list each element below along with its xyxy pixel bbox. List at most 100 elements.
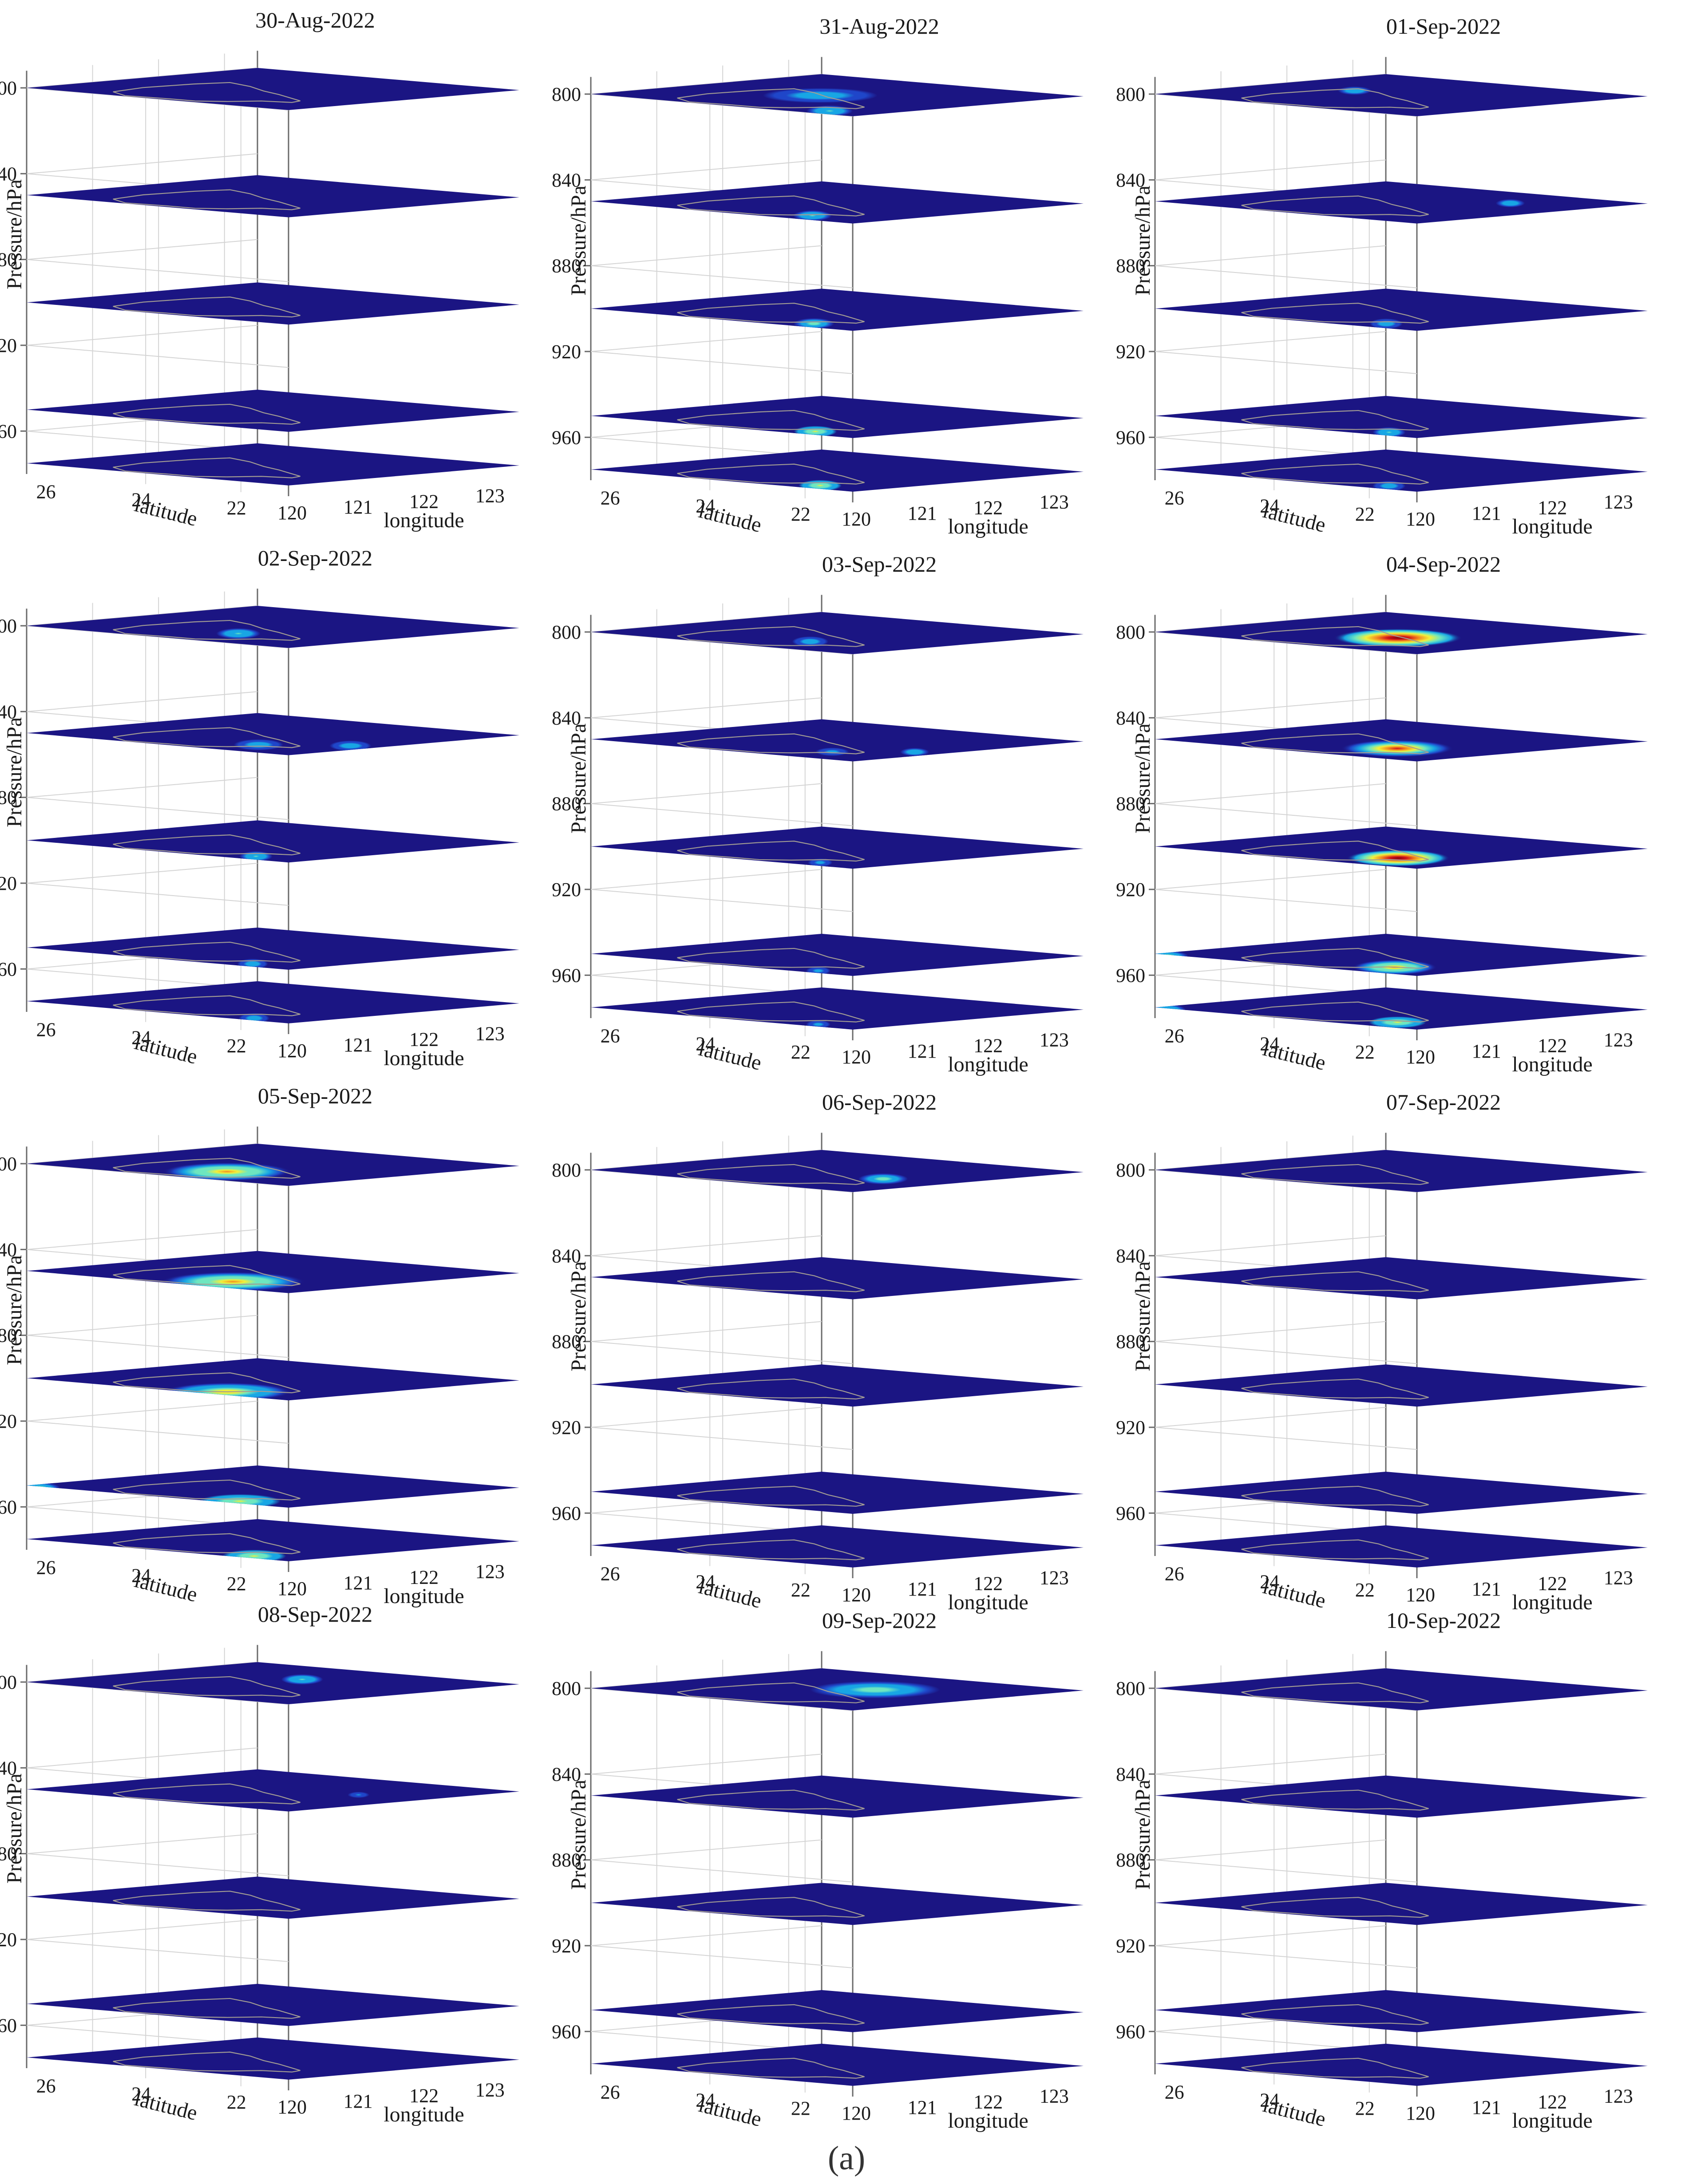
latitude-tick-label: 24 [1260, 2089, 1279, 2111]
hotspot-mark [325, 739, 376, 752]
longitude-ticks: 120 121 122 123 [1406, 1567, 1633, 1606]
slice-surface [27, 68, 519, 110]
hotspot-mark [234, 957, 271, 970]
longitude-tick-label: 122 [1538, 1035, 1567, 1056]
longitude-tick-label: 121 [1472, 502, 1501, 524]
coastline-outline [1241, 2058, 1429, 2079]
latitude-tick-label: 26 [601, 487, 620, 509]
coastline-outline [113, 620, 301, 641]
slice-surface [1155, 1364, 1648, 1407]
pressure-slice-950 [591, 396, 1084, 438]
latitude-tick-label: 22 [791, 1579, 811, 1601]
z-axis-label: latitude [696, 2093, 764, 2131]
grid-lines [26, 51, 289, 496]
latitude-tick-label: 24 [696, 2089, 715, 2111]
pressure-tick-label: 880 [1116, 255, 1145, 277]
pressure-slice-975 [591, 1525, 1084, 1568]
slice-surface [1155, 74, 1648, 116]
latitude-tick-label: 22 [791, 503, 811, 525]
slice-chart-svg: 07-Sep-2022 800 840 880 920 960 120 121 122 123 26… [1116, 1090, 1648, 1614]
pressure-tick-label: 800 [0, 1671, 17, 1693]
pressure-tick-label: 880 [552, 1849, 581, 1871]
grid-lines [1154, 1651, 1418, 2097]
z-axis-label: latitude [132, 1031, 200, 1069]
hotspot-mark [789, 317, 839, 330]
slice-hotspots [113, 620, 301, 641]
longitude-tick-label: 123 [475, 1560, 505, 1582]
coastline-outline [113, 82, 301, 103]
slice-surface [591, 934, 1084, 976]
pressure-grid-line [590, 331, 853, 374]
slice-hotspots [113, 82, 301, 103]
pressure-slice-900 [1155, 1883, 1648, 1925]
pressure-grid-line [1155, 331, 1417, 374]
latitude-tick-label: 26 [1165, 1025, 1184, 1047]
longitude-tick-label: 122 [409, 1028, 439, 1050]
y-axis-label: Pressure/hPa [3, 179, 26, 289]
chart-panel-8: 06-Sep-2022 800 840 880 920 960 120 121 122 123 26… [552, 1082, 1128, 1622]
coastline-outline [1241, 1001, 1429, 1023]
latitude-tick-label: 26 [36, 1019, 56, 1041]
latitude-tick-label: 24 [696, 495, 715, 517]
pressure-tick-label: 800 [0, 77, 17, 99]
slice-surface [591, 396, 1084, 438]
slice-surface [591, 288, 1084, 331]
longitude-tick-label: 122 [1538, 497, 1567, 518]
y-axis-label: Pressure/hPa [1131, 186, 1155, 296]
coastline-outline [113, 1998, 301, 2019]
z-axis-label: latitude [1261, 1037, 1328, 1075]
slice-hotspots [677, 1679, 953, 1703]
slice-surface [1155, 987, 1648, 1030]
slice-surface [591, 1472, 1084, 1514]
coastline-outline [677, 410, 865, 431]
longitude-tick-label: 120 [277, 2096, 307, 2118]
pressure-slice-950 [1155, 1990, 1648, 2032]
slice-hotspots [1241, 303, 1429, 330]
latitude-tick-label: 22 [791, 1041, 811, 1063]
slice-hotspots [1241, 2004, 1429, 2025]
slice-surface [27, 606, 519, 648]
chart-title: 31-Aug-2022 [819, 14, 939, 39]
slice-surface [27, 390, 519, 432]
latitude-tick-label: 26 [36, 481, 56, 503]
latitude-tick-label: 26 [36, 2075, 56, 2097]
slice-hotspots [677, 733, 937, 758]
chart-title: 10-Sep-2022 [1386, 1608, 1501, 1633]
slice-hotspots [1241, 84, 1429, 109]
slice-chart-svg: 09-Sep-2022 800 840 880 920 960 120 121 122 123 26… [552, 1608, 1084, 2133]
slice-surface [1155, 1525, 1648, 1568]
latitude-ticks: 26 24 22 [601, 487, 811, 525]
coastline-outline [1241, 841, 1429, 862]
pressure-grid-line [590, 245, 853, 288]
longitude-ticks: 120 121 122 123 [277, 1560, 505, 1599]
pressure-tick-label: 920 [552, 1935, 581, 1957]
grid-lines [590, 595, 854, 1040]
y-axis-label: Pressure/hPa [567, 1780, 590, 1890]
chart-title: 04-Sep-2022 [1386, 552, 1501, 577]
coastline-outline [677, 1271, 865, 1292]
longitude-tick-label: 122 [973, 2091, 1003, 2113]
pressure-tick-label: 840 [552, 1245, 581, 1267]
slice-hotspots [677, 2058, 865, 2079]
pressure-slice-800 [27, 68, 519, 110]
pressure-tick-label: 880 [552, 1331, 581, 1353]
slice-surface [591, 449, 1084, 492]
pressure-slice-975 [591, 449, 1084, 492]
longitude-tick-label: 122 [409, 1566, 439, 1588]
coastline-outline [677, 1897, 865, 1918]
longitude-tick-label: 120 [1406, 1046, 1435, 1068]
y-axis-label: Pressure/hPa [567, 1261, 590, 1371]
slice-surface [1155, 1775, 1648, 1818]
pressure-grid-line [26, 325, 289, 368]
pressure-slice-800 [1155, 612, 1648, 654]
pressure-slice-900 [591, 1364, 1084, 1407]
grid-lines [590, 1651, 854, 2097]
coastline-outline [677, 2004, 865, 2025]
chart-panel-12: 10-Sep-2022 800 840 880 920 960 120 121 122 123 26… [1116, 1600, 1693, 2141]
chart-title: 06-Sep-2022 [822, 1090, 937, 1114]
longitude-tick-label: 121 [344, 1034, 373, 1056]
pressure-slice-850 [27, 1251, 519, 1293]
pressure-slice-850 [27, 713, 519, 755]
pressure-tick-label: 920 [1116, 341, 1145, 363]
latitude-tick-label: 22 [1355, 503, 1375, 525]
